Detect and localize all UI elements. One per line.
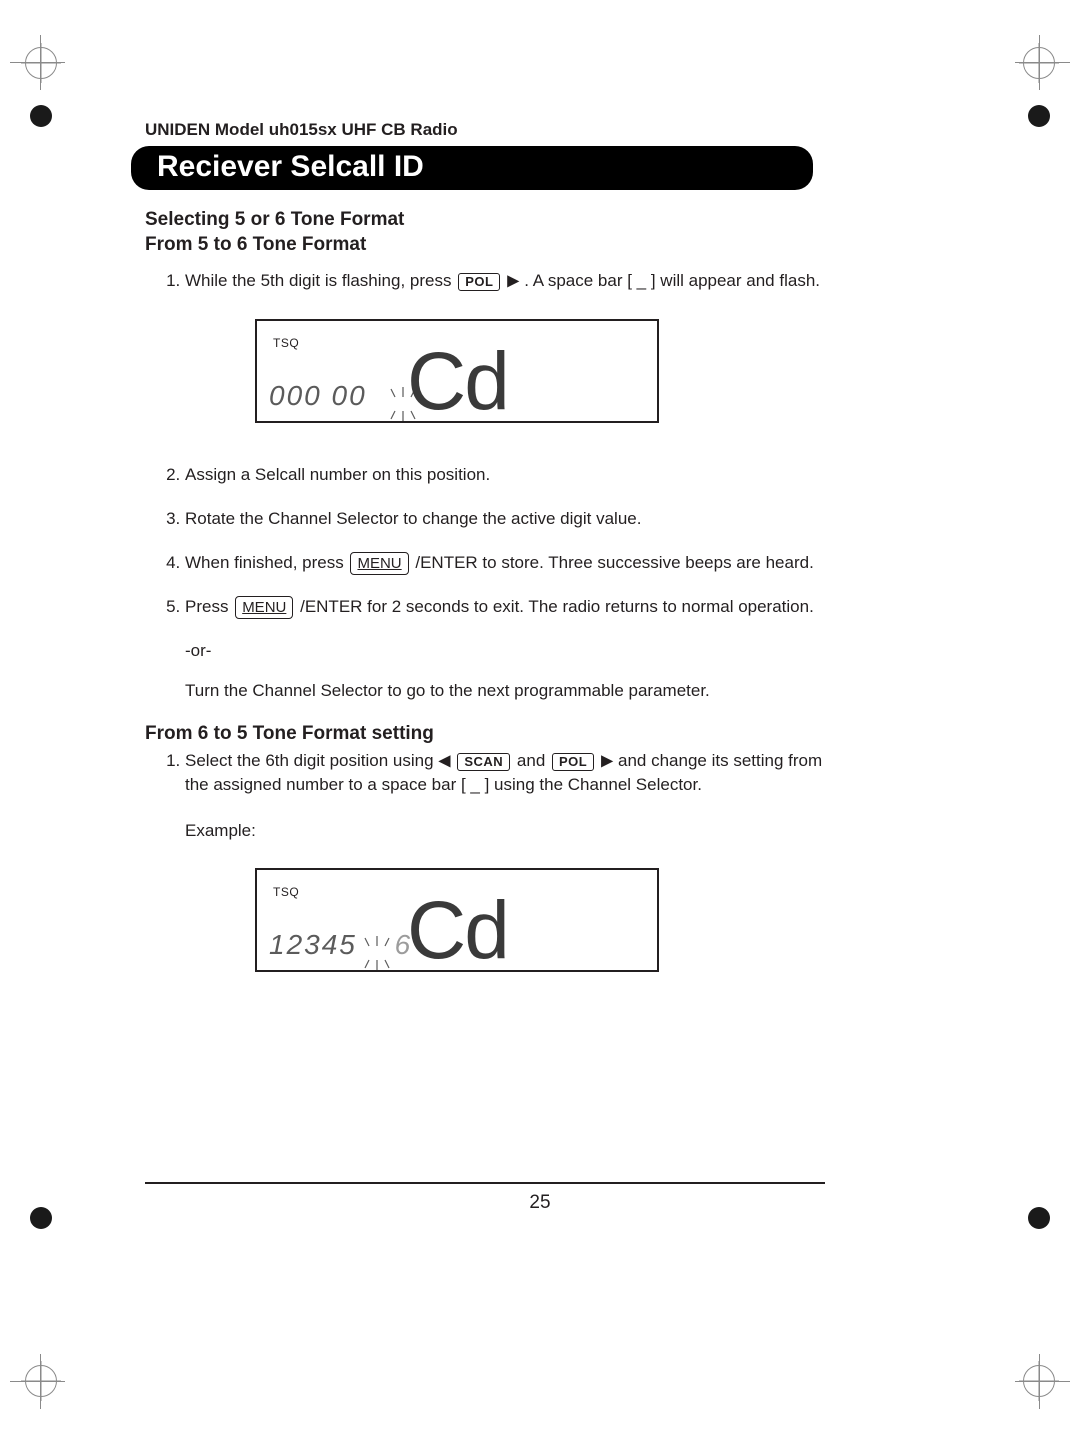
lcd-big-text: Cd bbox=[407, 325, 508, 440]
step-3-text: Rotate the Channel Selector to change th… bbox=[185, 509, 641, 528]
step-5-text-a: Press bbox=[185, 597, 233, 616]
sec2-step1-a: Select the 6th digit position using bbox=[185, 751, 438, 770]
lcd-small-digits: 12345 6 bbox=[269, 925, 412, 964]
content-area: UNIDEN Model uh015sx UHF CB Radio Reciev… bbox=[145, 120, 825, 1012]
subheading-1-line1: Selecting 5 or 6 Tone Format bbox=[145, 209, 404, 230]
right-arrow-icon: ▶ bbox=[601, 752, 613, 769]
pol-key-icon: POL bbox=[552, 753, 594, 771]
registration-circle bbox=[1023, 47, 1055, 79]
pol-key-icon: POL bbox=[458, 273, 500, 291]
sec2-step1-b: and bbox=[517, 751, 550, 770]
step-2: Assign a Selcall number on this position… bbox=[185, 463, 825, 487]
menu-key-icon: MENU bbox=[235, 596, 293, 619]
lcd-digits-text: 000 00 bbox=[269, 380, 367, 411]
sec2-step-1: Select the 6th digit position using ◀ SC… bbox=[185, 749, 825, 972]
lcd-tsq-label: TSQ bbox=[273, 884, 299, 901]
step-2-text: Assign a Selcall number on this position… bbox=[185, 465, 490, 484]
lcd-digits-text: 12345 bbox=[269, 929, 357, 960]
or-divider: -or- bbox=[185, 639, 825, 663]
page-number: 25 bbox=[0, 1192, 1080, 1214]
alt-instruction: Turn the Channel Selector to go to the n… bbox=[185, 679, 825, 703]
lcd-display-1: TSQ 000 00 Cd bbox=[255, 319, 659, 423]
subheading-2: From 6 to 5 Tone Format setting bbox=[145, 722, 825, 747]
lcd-small-digits: 000 00 bbox=[269, 376, 367, 415]
step-1-text-a: While the 5th digit is flashing, press bbox=[185, 271, 456, 290]
step-4-text-a: When finished, press bbox=[185, 553, 348, 572]
step-1: While the 5th digit is flashing, press P… bbox=[185, 269, 825, 423]
steps-list-2: Select the 6th digit position using ◀ SC… bbox=[145, 749, 825, 972]
lcd-big-text: Cd bbox=[407, 874, 508, 989]
step-1-text-b: . A space bar [ _ ] will appear and flas… bbox=[524, 271, 820, 290]
registration-circle bbox=[1023, 1365, 1055, 1397]
page: UNIDEN Model uh015sx UHF CB Radio Reciev… bbox=[0, 0, 1080, 1444]
step-5-text-b: /ENTER for 2 seconds to exit. The radio … bbox=[300, 597, 814, 616]
registration-dot bbox=[1028, 105, 1050, 127]
step-4-text-b: /ENTER to store. Three successive beeps … bbox=[415, 553, 813, 572]
lcd-tsq-label: TSQ bbox=[273, 335, 299, 352]
scan-key-icon: SCAN bbox=[457, 753, 510, 771]
registration-circle bbox=[25, 47, 57, 79]
registration-circle bbox=[25, 1365, 57, 1397]
right-arrow-icon: ▶ bbox=[507, 273, 519, 290]
menu-key-icon: MENU bbox=[350, 552, 408, 575]
registration-dot bbox=[30, 105, 52, 127]
steps-list-1: While the 5th digit is flashing, press P… bbox=[145, 269, 825, 702]
lcd-display-2: TSQ 12345 6 Cd bbox=[255, 868, 659, 972]
step-5: Press MENU /ENTER for 2 seconds to exit.… bbox=[185, 595, 825, 703]
section-title: Reciever Selcall ID bbox=[131, 146, 813, 190]
subheading-1: Selecting 5 or 6 Tone Format From 5 to 6… bbox=[145, 208, 825, 257]
subheading-1-line2: From 5 to 6 Tone Format bbox=[145, 234, 366, 255]
left-arrow-icon: ◀ bbox=[438, 752, 450, 769]
step-3: Rotate the Channel Selector to change th… bbox=[185, 507, 825, 531]
doc-header: UNIDEN Model uh015sx UHF CB Radio bbox=[145, 120, 825, 140]
example-label: Example: bbox=[185, 819, 825, 843]
footer-rule bbox=[145, 1182, 825, 1184]
step-4: When finished, press MENU /ENTER to stor… bbox=[185, 551, 825, 575]
flash-indicator-icon bbox=[355, 936, 399, 970]
